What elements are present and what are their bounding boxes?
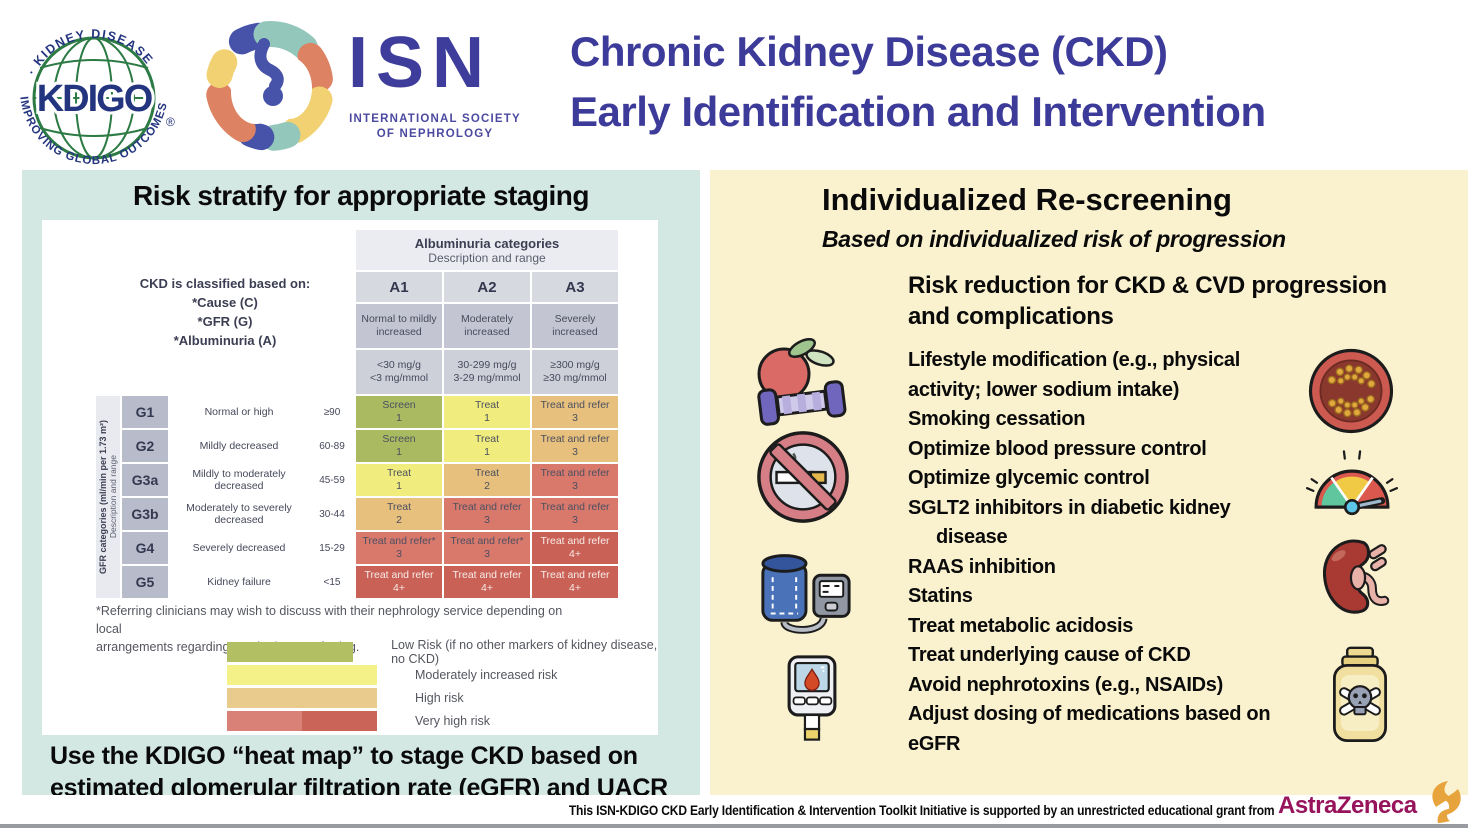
- list-item: Optimize glycemic control: [908, 467, 1150, 489]
- legend-item-high-risk: High risk: [227, 688, 658, 708]
- legend-swatch: [227, 642, 354, 662]
- isn-wordmark: ISN: [348, 23, 493, 103]
- heatmap-cell-g4-a1: Treat and refer* 3: [356, 532, 442, 564]
- row-desc-g3b: Moderately to severely decreased: [186, 501, 292, 527]
- row-range-g2: 60-89: [319, 440, 345, 452]
- heatmap-cell-g3a-a1: Treat 1: [356, 464, 442, 496]
- kdigo-logo: · KIDNEY DISEASE IMPROVING GLOBAL OUTCOM…: [17, 27, 175, 167]
- risk-gauge-icon: [1306, 450, 1398, 516]
- heatmap-cell-g3b-a3: Treat and refer 3: [532, 498, 618, 530]
- rescreening-panel: Individualized Re-screening Based on ind…: [710, 170, 1468, 795]
- column-range-a1: <30 mg/g <3 mg/mmol: [356, 350, 442, 394]
- legend-swatch: [227, 711, 377, 731]
- list-item: RAAS inhibition: [908, 555, 1056, 578]
- heatmap-cell-g5-a2: Treat and refer 4+: [444, 566, 530, 598]
- row-label-g2: G2: [122, 430, 168, 462]
- row-label-g1: G1: [122, 396, 168, 428]
- heatmap-cell-g1-a1: Screen 1: [356, 396, 442, 428]
- legend-item-moderate-risk: Moderately increased risk: [227, 665, 658, 685]
- row-desc-g3a: Mildly to moderately decreased: [192, 467, 286, 493]
- list-item: Optimize blood pressure control: [908, 437, 1207, 460]
- row-range-g4: 15-29: [319, 542, 345, 554]
- legend-swatch: [227, 665, 377, 685]
- heatmap-footnote: *Referring clinicians may wish to discus…: [96, 604, 563, 654]
- kdigo-heatmap-box: CKD is classified based on: *Cause (C) *…: [42, 220, 658, 735]
- column-desc-a1: Normal to mildly increased: [356, 304, 442, 348]
- list-item: Avoid nephrotoxins (e.g., NSAIDs): [908, 673, 1223, 696]
- row-desc-g5: Kidney failure: [207, 575, 271, 588]
- heatmap-cell-g2-a2: Treat 1: [444, 430, 530, 462]
- heatmap-cell-g2-a3: Treat and refer 3: [532, 430, 618, 462]
- astrazeneca-wordmark: AstraZeneca: [1278, 792, 1418, 819]
- list-item: Lifestyle modification (e.g., physical a…: [908, 349, 1241, 401]
- risk-stratify-panel: Risk stratify for appropriate staging CK…: [22, 170, 700, 802]
- page-title: Chronic Kidney Disease (CKD) Early Ident…: [570, 28, 1266, 135]
- isn-subtitle: INTERNATIONAL SOCIETY OF NEPHROLOGY: [349, 113, 521, 140]
- footer: This ISN-KDIGO CKD Early Identification …: [0, 780, 1468, 828]
- legend-item-very-high-risk: Very high risk: [227, 711, 658, 731]
- row-desc-g1: Normal or high: [204, 405, 274, 418]
- kdigo-registered-mark: ®: [166, 115, 175, 129]
- footer-text: This ISN-KDIGO CKD Early Identification …: [568, 801, 1274, 818]
- heatmap-cell-g4-a2: Treat and refer* 3: [444, 532, 530, 564]
- list-item: Smoking cessation: [908, 408, 1086, 430]
- risk-reduction-heading: Risk reduction for CKD & CVD progression…: [908, 272, 1387, 330]
- heatmap-cell-g1-a3: Treat and refer 3: [532, 396, 618, 428]
- legend-item-low-risk: Low Risk (if no other markers of kidney …: [227, 638, 658, 666]
- kdigo-wordmark: KDIGO: [37, 78, 152, 120]
- interventions-list: Lifestyle modification (e.g., physical a…: [908, 346, 1308, 759]
- classification-note: CKD is classified based on: *Cause (C) *…: [96, 230, 354, 394]
- left-panel-title: Risk stratify for appropriate staging: [132, 180, 590, 211]
- glucometer-icon: [787, 655, 837, 741]
- no-smoking-icon: [757, 431, 849, 523]
- kdigo-heatmap: CKD is classified based on: *Cause (C) *…: [96, 230, 618, 598]
- heatmap-cell-g3b-a2: Treat and refer 3: [444, 498, 530, 530]
- row-label-g3b: G3b: [122, 498, 168, 530]
- heatmap-cell-g5-a3: Treat and refer 4+: [532, 566, 618, 598]
- column-range-a2: 30-299 mg/g 3-29 mg/mmol: [444, 350, 530, 394]
- column-desc-a3: Severely increased: [532, 304, 618, 348]
- heatmap-cell-g1-a2: Treat 1: [444, 396, 530, 428]
- lifestyle-exercise-icon: [757, 338, 847, 426]
- list-item: Treat metabolic acidosis: [908, 614, 1134, 637]
- kidney-icon: [1323, 539, 1390, 614]
- heatmap-cell-g2-a1: Screen 1: [356, 430, 442, 462]
- column-header-a2: A2: [444, 272, 530, 302]
- risk-legend: Low Risk (if no other markers of kidney …: [227, 638, 658, 734]
- row-range-g1: ≥90: [323, 406, 341, 418]
- heatmap-cell-g5-a1: Treat and refer 4+: [356, 566, 442, 598]
- heatmap-cell-g3b-a1: Treat 2: [356, 498, 442, 530]
- column-desc-a2: Moderately increased: [444, 304, 530, 348]
- right-panel-title: Individualized Re-screening: [822, 182, 1232, 217]
- row-range-g3a: 45-59: [319, 474, 345, 486]
- row-label-g5: G5: [122, 566, 168, 598]
- column-range-a3: ≥300 mg/g ≥30 mg/mmol: [532, 350, 618, 394]
- row-range-g3b: 30-44: [319, 508, 345, 520]
- gfr-axis-label: GFR categories (ml/min per 1.73 m²) Desc…: [96, 396, 120, 598]
- heatmap-cell-g3a-a2: Treat 2: [444, 464, 530, 496]
- list-item: Treat underlying cause of CKD: [908, 644, 1191, 666]
- list-item: SGLT2 inhibitors in diabetic kidney dise…: [908, 496, 1231, 549]
- row-label-g4: G4: [122, 532, 168, 564]
- isn-logo-mark: [206, 21, 333, 151]
- legend-swatch: [227, 688, 377, 708]
- list-item: Statins: [908, 585, 973, 607]
- row-desc-g2: Mildly decreased: [199, 439, 279, 452]
- column-header-a3: A3: [532, 272, 618, 302]
- row-desc-g4: Severely decreased: [192, 541, 286, 554]
- heatmap-cell-g3a-a3: Treat and refer 3: [532, 464, 618, 496]
- right-panel-subtitle: Based on individualized risk of progress…: [822, 226, 1286, 252]
- list-item: Adjust dosing of medications based on eG…: [908, 703, 1271, 755]
- astrazeneca-swoosh-icon: [1432, 780, 1461, 823]
- column-header-a1: A1: [356, 272, 442, 302]
- row-range-g5: <15: [323, 576, 341, 588]
- albuminuria-header: Albuminuria categories Description and r…: [356, 230, 618, 270]
- poison-jar-icon: [1333, 646, 1387, 742]
- blood-pressure-monitor-icon: [761, 554, 851, 634]
- blood-vessel-cholesterol-icon: [1308, 348, 1394, 434]
- astrazeneca-logo: AstraZeneca: [1278, 780, 1461, 823]
- heatmap-cell-g4-a3: Treat and refer 4+: [532, 532, 618, 564]
- row-label-g3a: G3a: [122, 464, 168, 496]
